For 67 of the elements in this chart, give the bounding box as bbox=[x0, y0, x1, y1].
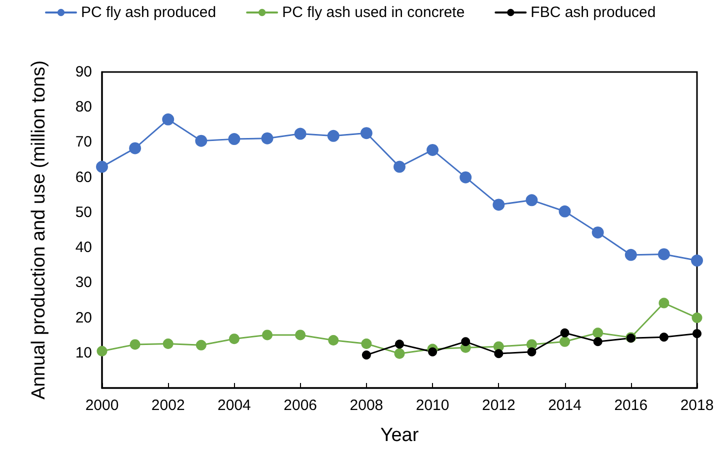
point bbox=[162, 338, 174, 350]
point bbox=[360, 127, 372, 140]
point bbox=[228, 334, 240, 344]
x-tick-label: 2012 bbox=[482, 397, 516, 414]
point bbox=[593, 337, 602, 346]
point bbox=[196, 340, 206, 350]
point bbox=[361, 338, 372, 350]
point bbox=[558, 205, 571, 218]
point bbox=[494, 349, 504, 358]
x-tick-label: 2014 bbox=[548, 397, 582, 414]
point bbox=[624, 248, 637, 261]
y-tick-label: 10 bbox=[75, 344, 92, 362]
x-tick-label: 2018 bbox=[680, 397, 714, 414]
point bbox=[261, 132, 274, 144]
x-tick-label: 2000 bbox=[85, 397, 119, 414]
point bbox=[428, 347, 438, 356]
legend-label: PC fly ash used in concrete bbox=[282, 4, 465, 21]
point bbox=[327, 130, 340, 142]
point bbox=[295, 330, 306, 340]
point bbox=[592, 226, 604, 238]
point bbox=[461, 337, 470, 346]
point bbox=[262, 330, 273, 340]
point bbox=[162, 113, 174, 126]
point bbox=[560, 328, 570, 338]
point bbox=[394, 160, 406, 173]
point bbox=[328, 335, 339, 346]
y-tick-label: 90 bbox=[75, 64, 92, 80]
point bbox=[492, 198, 505, 211]
point bbox=[460, 171, 472, 184]
legend-label: FBC ash produced bbox=[530, 4, 656, 21]
point bbox=[691, 254, 703, 267]
x-tick-label: 2002 bbox=[151, 397, 185, 414]
y-tick-label: 60 bbox=[75, 168, 92, 186]
point bbox=[560, 336, 570, 347]
x-tick-label: 2008 bbox=[350, 397, 384, 414]
y-tick-label: 50 bbox=[75, 204, 92, 221]
point bbox=[692, 329, 702, 338]
point bbox=[592, 328, 604, 338]
x-tick-label: 2004 bbox=[218, 397, 251, 414]
point bbox=[692, 312, 702, 324]
point bbox=[659, 332, 668, 342]
y-tick-label: 30 bbox=[75, 274, 92, 292]
y-tick-label: 70 bbox=[75, 134, 92, 151]
x-axis-title: Year bbox=[380, 425, 420, 446]
point bbox=[195, 134, 208, 147]
legend-label: PC fly ash produced bbox=[81, 4, 216, 21]
y-tick-label: 80 bbox=[75, 98, 92, 116]
point bbox=[395, 340, 404, 349]
point bbox=[426, 144, 439, 156]
x-tick-label: 2016 bbox=[614, 397, 648, 414]
point bbox=[96, 160, 108, 173]
point bbox=[96, 346, 108, 356]
y-axis-title: Annual production and use (million tons) bbox=[28, 60, 50, 400]
y-tick-label: 40 bbox=[75, 239, 92, 256]
x-tick-label: 2006 bbox=[284, 397, 318, 414]
point bbox=[658, 298, 670, 308]
point bbox=[658, 248, 670, 260]
y-tick-label: 20 bbox=[75, 309, 92, 326]
point bbox=[228, 133, 240, 146]
x-tick-label: 2010 bbox=[416, 397, 450, 414]
point bbox=[130, 339, 140, 350]
point bbox=[362, 350, 371, 360]
point bbox=[129, 142, 142, 154]
point bbox=[394, 348, 405, 359]
point bbox=[526, 194, 538, 206]
point bbox=[294, 128, 306, 140]
point bbox=[527, 347, 536, 356]
